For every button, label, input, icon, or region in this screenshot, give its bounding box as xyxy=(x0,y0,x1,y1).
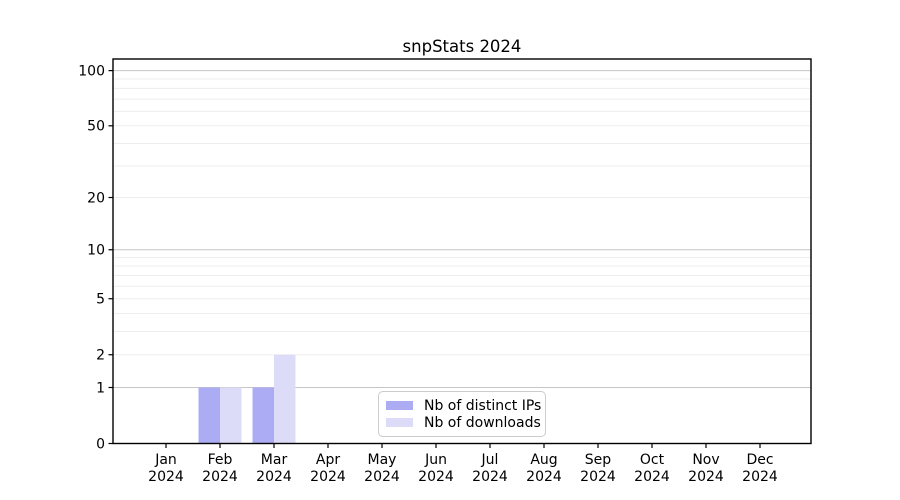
plot-border xyxy=(112,58,812,445)
y-tick-label: 0 xyxy=(96,436,105,452)
bar-distinct-ips xyxy=(252,387,274,444)
x-tick-label-month: May xyxy=(368,452,397,468)
x-tick-label-year: 2024 xyxy=(202,469,238,485)
x-tick-label-month: Apr xyxy=(316,452,340,468)
x-tick-label-month: Nov xyxy=(692,452,719,468)
x-tick-label-year: 2024 xyxy=(148,469,184,485)
y-tick-label: 5 xyxy=(96,292,105,308)
legend: Nb of distinct IPs Nb of downloads xyxy=(378,391,546,437)
x-tick-label-year: 2024 xyxy=(364,469,400,485)
x-tick-label-month: Aug xyxy=(530,452,557,468)
legend-item-distinct-ips: Nb of distinct IPs xyxy=(386,398,541,414)
x-tick-label-year: 2024 xyxy=(526,469,562,485)
x-tick-label-month: Dec xyxy=(746,452,773,468)
x-tick-label-year: 2024 xyxy=(256,469,292,485)
y-tick-label: 20 xyxy=(87,190,105,206)
legend-swatch-distinct-ips xyxy=(386,401,413,410)
x-tick-label-month: Jan xyxy=(154,452,177,468)
y-tick-label: 1 xyxy=(96,380,105,396)
x-tick-label-year: 2024 xyxy=(742,469,778,485)
x-tick-label-year: 2024 xyxy=(418,469,454,485)
x-tick-label-month: Mar xyxy=(261,452,288,468)
bars-group xyxy=(198,354,296,444)
x-tick-label-month: Jul xyxy=(481,452,499,468)
x-tick-label-month: Sep xyxy=(585,452,612,468)
y-tick-label: 50 xyxy=(87,119,105,135)
bar-distinct-ips xyxy=(198,387,220,444)
axes-group: 0125102050100Jan2024Feb2024Mar2024Apr202… xyxy=(78,58,812,485)
x-tick-label-year: 2024 xyxy=(688,469,724,485)
x-tick-label-month: Jun xyxy=(424,452,447,468)
legend-swatch-downloads xyxy=(386,418,413,427)
legend-label-distinct-ips: Nb of distinct IPs xyxy=(424,397,542,414)
x-tick-label-year: 2024 xyxy=(634,469,670,485)
bar-downloads xyxy=(274,354,296,444)
chart-title: snpStats 2024 xyxy=(403,37,522,56)
x-tick-label-year: 2024 xyxy=(580,469,616,485)
x-tick-label-year: 2024 xyxy=(472,469,508,485)
y-tick-label: 100 xyxy=(78,63,105,79)
legend-label-downloads: Nb of downloads xyxy=(424,414,541,431)
y-tick-label: 2 xyxy=(96,348,105,364)
legend-item-downloads: Nb of downloads xyxy=(386,415,541,431)
x-tick-label-month: Oct xyxy=(640,452,665,468)
x-tick-label-month: Feb xyxy=(208,452,233,468)
x-tick-label-year: 2024 xyxy=(310,469,346,485)
y-tick-label: 10 xyxy=(87,243,105,259)
bar-downloads xyxy=(220,387,242,444)
gridlines-group xyxy=(113,70,811,388)
